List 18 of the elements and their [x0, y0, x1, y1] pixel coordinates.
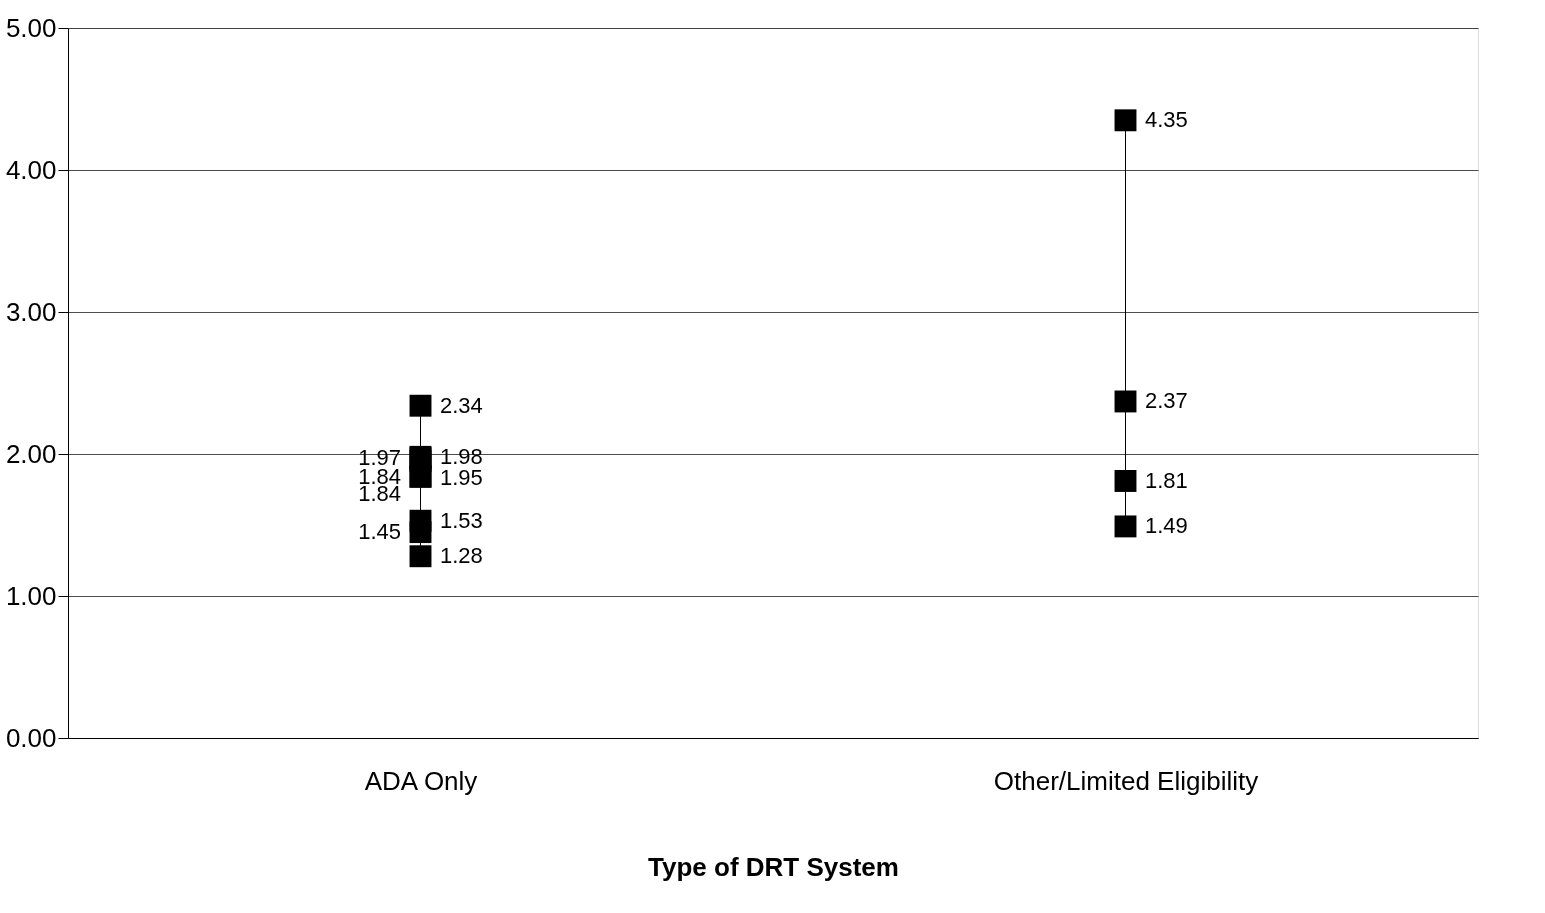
x-tick-label: ADA Only [364, 765, 478, 796]
y-tick-label: 0.00 [5, 722, 57, 753]
data-label: 1.28 [440, 543, 483, 569]
data-label: 1.45 [358, 519, 401, 545]
y-tick-label: 1.00 [5, 580, 57, 611]
y-tick-label: 3.00 [5, 296, 57, 327]
data-label: 2.37 [1145, 388, 1188, 414]
data-label: 1.95 [440, 465, 483, 491]
data-label: 4.35 [1145, 107, 1188, 133]
data-label: 1.53 [440, 507, 483, 533]
y-tick-label: 4.00 [5, 154, 57, 185]
x-axis-title: Type of DRT System [648, 851, 899, 882]
data-label: 2.34 [440, 392, 483, 418]
data-label: 1.49 [1145, 513, 1188, 539]
data-label: 1.81 [1145, 467, 1188, 493]
y-tick-label: 5.00 [5, 12, 57, 43]
y-tick-label: 2.00 [5, 438, 57, 469]
x-tick-label: Other/Limited Eligibility [993, 765, 1259, 796]
